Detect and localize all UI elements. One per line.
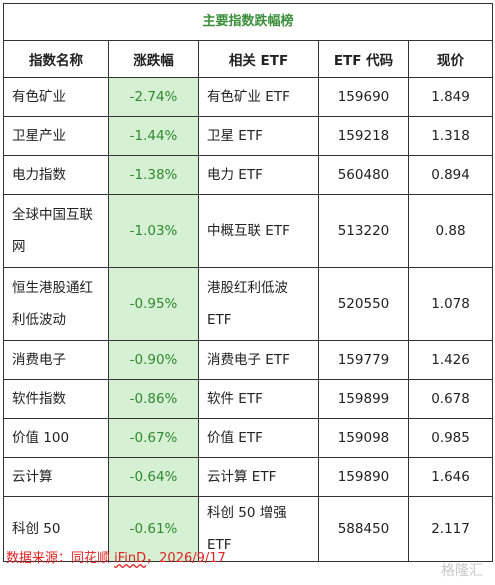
table-cell: -1.03% xyxy=(108,194,199,268)
table-title: 主要指数跌幅榜 xyxy=(2,3,494,41)
table-cell: 有色矿业 ETF xyxy=(198,77,319,117)
source-brand: iFinD xyxy=(114,551,147,566)
table-cell: 卫星产业 xyxy=(3,116,109,156)
table-cell: 560480 xyxy=(318,155,409,195)
table-cell: 消费电子 xyxy=(3,340,109,380)
source-suffix: ，2026/9/17 xyxy=(146,551,226,566)
table-cell: 软件 ETF xyxy=(198,379,319,419)
table-cell: 港股红利低波ETF xyxy=(198,267,319,341)
source-note: 数据来源：同花顺 iFinD，2026/9/17 xyxy=(6,547,226,566)
table-cell: 2.117 xyxy=(407,496,494,562)
table-cell: 159899 xyxy=(318,379,409,419)
table-cell: 520550 xyxy=(318,267,409,341)
header-cell: 指数名称 xyxy=(3,40,109,78)
index-table: 主要指数跌幅榜 指数名称 涨跌幅 相关 ETF ETF 代码 现价 有色矿业 -2.74%… xyxy=(2,3,494,562)
table-cell: -1.38% xyxy=(108,155,199,195)
header-cell: 相关 ETF xyxy=(198,40,319,78)
watermark: 格隆汇 xyxy=(441,563,483,579)
table-row: 软件指数 -0.86% 软件 ETF 159899 0.678 xyxy=(3,379,494,419)
table-cell: 电力指数 xyxy=(3,155,109,195)
table-cell: 0.678 xyxy=(407,379,494,419)
table-cell: -2.74% xyxy=(108,77,199,117)
table-cell: 价值 ETF xyxy=(198,418,319,458)
table-cell: 0.88 xyxy=(407,194,494,268)
table-cell: 0.985 xyxy=(407,418,494,458)
table-row: 卫星产业 -1.44% 卫星 ETF 159218 1.318 xyxy=(3,116,494,156)
table-cell: -0.61% xyxy=(108,496,199,562)
table-row: 全球中国互联网 -1.03% 中概互联 ETF 513220 0.88 xyxy=(3,194,494,268)
table-row: 有色矿业 -2.74% 有色矿业 ETF 159690 1.849 xyxy=(3,77,494,117)
header-cell: ETF 代码 xyxy=(318,40,409,78)
header-cell: 现价 xyxy=(407,40,494,78)
table-cell: 价值 100 xyxy=(3,418,109,458)
table-cell: 513220 xyxy=(318,194,409,268)
table-cell: 全球中国互联网 xyxy=(3,194,109,268)
table-cell: 软件指数 xyxy=(3,379,109,419)
table-cell: 159779 xyxy=(318,340,409,380)
table-cell: 云计算 xyxy=(3,457,109,497)
table-cell: 159218 xyxy=(318,116,409,156)
table-cell: 消费电子 ETF xyxy=(198,340,319,380)
table-cell: 云计算 ETF xyxy=(198,457,319,497)
table-cell: -0.90% xyxy=(108,340,199,380)
table-cell: 159098 xyxy=(318,418,409,458)
table-cell: -1.44% xyxy=(108,116,199,156)
header-cell: 涨跌幅 xyxy=(108,40,199,78)
table-cell: 588450 xyxy=(318,496,409,562)
table-body: 有色矿业 -2.74% 有色矿业 ETF 159690 1.849 卫星产业 -1.44% 卫… xyxy=(3,77,494,562)
table-cell: 0.894 xyxy=(407,155,494,195)
table-cell: 恒生港股通红利低波动 xyxy=(3,267,109,341)
source-prefix: 数据来源：同花顺 xyxy=(6,551,115,566)
table-cell: 卫星 ETF xyxy=(198,116,319,156)
table-cell: 1.318 xyxy=(407,116,494,156)
table-cell: 电力 ETF xyxy=(198,155,319,195)
table-cell: -0.95% xyxy=(108,267,199,341)
table-cell: 1.426 xyxy=(407,340,494,380)
table-row: 价值 100 -0.67% 价值 ETF 159098 0.985 xyxy=(3,418,494,458)
table-cell: 科创 50 xyxy=(3,496,109,562)
table-cell: 159690 xyxy=(318,77,409,117)
table-row: 消费电子 -0.90% 消费电子 ETF 159779 1.426 xyxy=(3,340,494,380)
table-cell: -0.67% xyxy=(108,418,199,458)
table-cell: 有色矿业 xyxy=(3,77,109,117)
table-cell: 1.078 xyxy=(407,267,494,341)
table-row: 恒生港股通红利低波动 -0.95% 港股红利低波ETF 520550 1.078 xyxy=(3,267,494,341)
table-row: 云计算 -0.64% 云计算 ETF 159890 1.646 xyxy=(3,457,494,497)
table-row: 科创 50 -0.61% 科创 50 增强 ETF 588450 2.117 xyxy=(3,496,494,562)
header-row: 指数名称 涨跌幅 相关 ETF ETF 代码 现价 xyxy=(3,40,494,78)
table-cell: -0.86% xyxy=(108,379,199,419)
table-cell: -0.64% xyxy=(108,457,199,497)
table-cell: 159890 xyxy=(318,457,409,497)
table-cell: 科创 50 增强 ETF xyxy=(198,496,319,562)
table-cell: 中概互联 ETF xyxy=(198,194,319,268)
table-cell: 1.646 xyxy=(407,457,494,497)
table-cell: 1.849 xyxy=(407,77,494,117)
table-row: 电力指数 -1.38% 电力 ETF 560480 0.894 xyxy=(3,155,494,195)
